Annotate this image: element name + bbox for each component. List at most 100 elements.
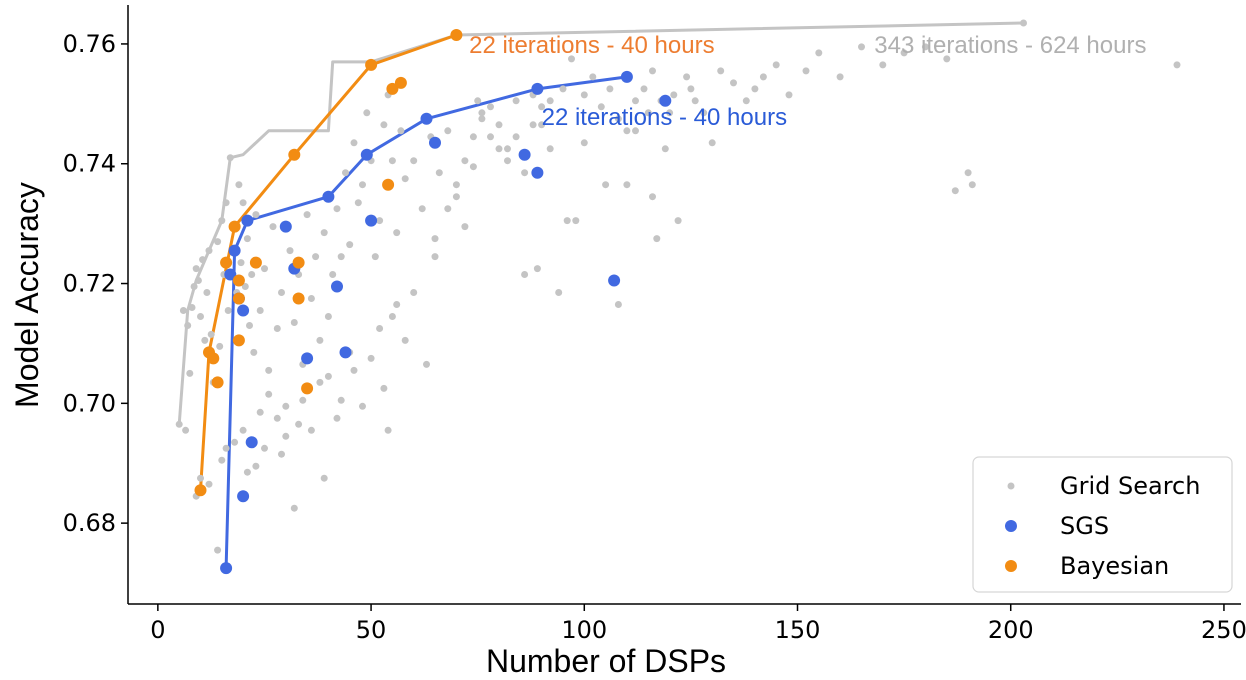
annotations: 22 iterations - 40 hours 22 iterations - …: [469, 32, 1146, 131]
grid-search-point: [772, 61, 780, 69]
grid-search-point: [320, 474, 328, 482]
grid-search-point: [836, 73, 844, 81]
grid-search-point: [235, 181, 243, 189]
grid-search-point: [337, 396, 345, 404]
grid-search-point: [269, 223, 277, 231]
grid-search-point: [231, 438, 239, 446]
grid-search-point: [964, 169, 972, 177]
grid-search-point: [730, 79, 737, 87]
grid-search-point: [401, 336, 409, 344]
grid-search-point: [606, 85, 614, 93]
sgs-point: [331, 280, 343, 293]
sgs-point: [608, 274, 621, 287]
grid-search-point: [717, 67, 725, 75]
x-tick-label: 100: [561, 616, 607, 644]
x-tick-label: 200: [988, 616, 1034, 644]
grid-search-point: [252, 462, 260, 470]
bayesian-point: [288, 148, 301, 161]
grid-search-point: [388, 313, 396, 320]
bayesian-point: [382, 178, 395, 191]
sgs-point: [429, 136, 441, 149]
sgs-point: [237, 304, 250, 317]
axes: [127, 5, 1241, 605]
bayesian-point: [220, 256, 233, 269]
grid-search-point: [900, 49, 908, 57]
grid-search-point: [397, 127, 405, 135]
grid-search-point: [194, 277, 202, 284]
grid-search-point: [218, 217, 226, 225]
grid-search-point: [307, 426, 315, 434]
grid-search-point: [708, 139, 716, 147]
sgs-point: [531, 82, 544, 95]
grid-search-point: [568, 55, 575, 63]
grid-search-point: [495, 121, 503, 129]
sgs-point: [365, 214, 378, 227]
grid-search-point: [363, 109, 371, 117]
grid-search-point: [333, 414, 341, 422]
grid-search-point: [431, 235, 439, 243]
legend-marker-grid-search: [1007, 482, 1015, 490]
grid-search-point: [248, 271, 256, 278]
y-axis-title: Model Accuracy: [9, 182, 45, 408]
grid-search-point: [759, 73, 767, 81]
x-tick-label: 50: [356, 616, 387, 644]
grid-search-point: [222, 199, 230, 207]
legend-label-bayesian: Bayesian: [1060, 552, 1169, 580]
grid-search-point: [418, 205, 426, 213]
grid-search-point: [205, 247, 213, 255]
grid-search-point: [538, 121, 546, 129]
grid-search-point: [376, 325, 384, 332]
y-tick-label: 0.70: [63, 389, 116, 417]
grid-search-point: [632, 127, 639, 135]
grid-search-point: [316, 378, 324, 386]
grid-search-point: [261, 444, 268, 452]
bayesian-point: [194, 484, 207, 497]
sgs-point: [322, 190, 335, 203]
grid-search-point: [214, 238, 222, 246]
grid-search-point: [237, 259, 245, 267]
grid-search-point: [858, 43, 865, 51]
grid-search-point: [216, 342, 224, 350]
grid-search-point: [324, 372, 332, 380]
grid-search-point: [346, 241, 354, 249]
sgs-point: [228, 244, 241, 257]
grid-search-point: [572, 217, 580, 225]
grid-search-point: [252, 211, 260, 219]
grid-search-point: [359, 402, 366, 410]
grid-search-point: [742, 97, 750, 105]
sgs-point: [241, 214, 254, 227]
grid-search-point: [614, 301, 622, 308]
grid-search-point: [224, 307, 232, 314]
grid-search-point: [388, 157, 396, 165]
grid-search-point: [350, 366, 358, 374]
grid-search-point: [802, 67, 810, 75]
grid-search-point: [478, 115, 486, 123]
grid-search-point: [461, 223, 469, 231]
grid-search-point: [674, 217, 682, 225]
grid-search-point: [785, 91, 793, 99]
grid-search-point: [184, 322, 192, 329]
grid-search-point: [1173, 61, 1181, 69]
legend-marker-bayesian: [1005, 560, 1017, 572]
y-tick-label: 0.68: [63, 509, 116, 537]
grid-search-point: [431, 253, 439, 261]
grid-search-point: [469, 163, 477, 171]
grid-search-point: [290, 504, 298, 512]
sgs-point: [224, 268, 237, 281]
grid-search-point: [589, 73, 597, 81]
grid-search-point: [367, 354, 375, 362]
bayesian-point: [301, 382, 314, 395]
grid-search-point: [495, 145, 503, 153]
grid-search-point: [597, 103, 605, 111]
sgs-frontier-line: [224, 75, 628, 569]
grid-search-point: [968, 181, 976, 189]
bayesian-point: [394, 76, 407, 89]
grid-search-point: [687, 85, 695, 93]
grid-search-point: [649, 67, 656, 75]
grid-search-point: [261, 265, 268, 273]
grid-search-point: [201, 336, 209, 344]
sgs-point: [360, 148, 373, 161]
grid-search-point: [538, 103, 546, 111]
x-tick-label: 150: [775, 616, 821, 644]
